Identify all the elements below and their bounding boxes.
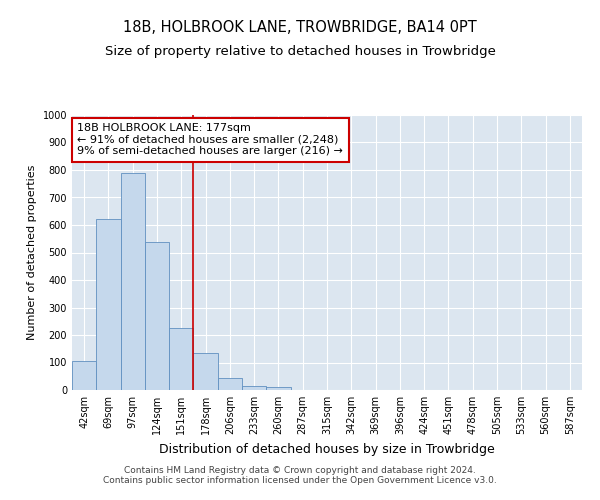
X-axis label: Distribution of detached houses by size in Trowbridge: Distribution of detached houses by size … xyxy=(159,442,495,456)
Bar xyxy=(72,361,96,390)
Bar xyxy=(266,387,290,390)
Y-axis label: Number of detached properties: Number of detached properties xyxy=(27,165,37,340)
Bar xyxy=(242,386,266,390)
Bar xyxy=(218,378,242,390)
Bar xyxy=(145,242,169,390)
Text: Contains HM Land Registry data © Crown copyright and database right 2024.
Contai: Contains HM Land Registry data © Crown c… xyxy=(103,466,497,485)
Text: 18B HOLBROOK LANE: 177sqm
← 91% of detached houses are smaller (2,248)
9% of sem: 18B HOLBROOK LANE: 177sqm ← 91% of detac… xyxy=(77,123,343,156)
Bar xyxy=(96,219,121,390)
Bar xyxy=(169,328,193,390)
Text: 18B, HOLBROOK LANE, TROWBRIDGE, BA14 0PT: 18B, HOLBROOK LANE, TROWBRIDGE, BA14 0PT xyxy=(123,20,477,35)
Bar xyxy=(193,352,218,390)
Bar xyxy=(121,173,145,390)
Text: Size of property relative to detached houses in Trowbridge: Size of property relative to detached ho… xyxy=(104,45,496,58)
